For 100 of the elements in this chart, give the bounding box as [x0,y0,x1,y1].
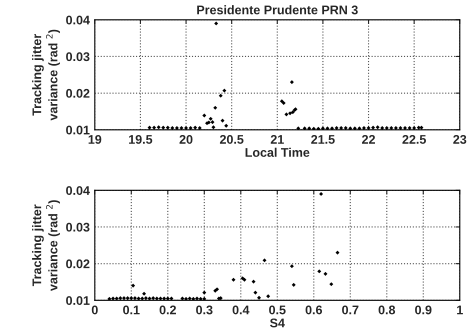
x-tick-label: 19.5 [129,134,152,144]
point [222,88,226,93]
y-tick-label: 0.02 [66,88,90,98]
point [148,126,152,130]
point [214,22,218,26]
point [220,118,225,123]
point [282,101,286,105]
point [324,272,328,276]
point [213,106,218,110]
point [126,296,130,300]
point [334,126,339,130]
y-axis-title: Tracking jitter variance (rad $^{2}$) [32,200,60,291]
point [202,114,206,118]
point [188,126,193,130]
point [242,278,246,282]
point [376,125,380,130]
point [357,126,362,130]
x-tick-label: 20.5 [220,134,244,144]
point [180,296,184,300]
point [193,126,198,130]
y-axis-title: Tracking jitter variance (rad $^{2}$) [32,30,60,120]
point [288,111,292,116]
point [389,126,394,130]
point [384,126,389,130]
point [290,110,295,114]
point [262,258,266,262]
point [202,290,206,295]
x-tick-label: 22 [362,134,375,144]
point [336,250,340,255]
point [252,280,256,284]
y-tick-label: 0.03 [66,222,90,232]
x-axis-title: Local Time [246,148,310,157]
point [174,126,179,130]
point [107,296,112,300]
point [224,124,228,128]
point [416,126,421,130]
point [136,296,141,300]
point [330,126,334,130]
point [326,126,330,130]
point [154,296,159,300]
x-tick-label: 0.7 [342,305,358,314]
y-tick-label: 0.01 [66,126,90,134]
x-tick-label: 0.8 [378,305,396,314]
x-tick-label: 0.3 [196,305,213,314]
x-tick-label: 23 [453,134,466,144]
y-tick-label: 0.02 [66,259,90,268]
point [339,126,344,130]
y-tick-label: 0.01 [66,296,90,305]
point [132,296,137,300]
point [142,292,146,296]
point [188,296,192,300]
point [290,80,294,84]
point [320,126,325,130]
point [151,296,156,300]
point [162,296,166,300]
point [131,284,136,288]
point [218,94,223,98]
point [170,126,174,130]
point [184,296,188,300]
x-tick-label: 0 [92,305,98,314]
point [319,192,324,196]
point [317,269,322,274]
point [211,125,216,130]
point [118,296,122,300]
point [412,126,416,130]
x-tick-label: 0.1 [123,305,140,314]
x-axis-title: S4 [270,318,285,328]
point [161,126,166,130]
x-tick-label: 21.5 [311,134,335,144]
point [198,126,202,130]
point [394,126,398,130]
x-tick-label: 21 [270,134,284,144]
point [210,120,214,124]
point [208,116,213,121]
point [129,296,134,300]
x-tick-label: 22.5 [402,134,426,144]
y-tick-label: 0.04 [66,186,90,195]
point [266,294,270,298]
y-tick-label: 0.03 [66,52,90,62]
x-tick-label: 0.6 [306,305,322,314]
point [284,112,288,116]
x-tick-label: 0.2 [160,305,176,314]
point [114,296,119,300]
point [292,282,296,287]
x-tick-label: 20 [180,134,192,144]
point [408,126,412,130]
x-tick-label: 1 [457,306,463,314]
point [166,126,170,130]
point [232,278,236,282]
y-tick-label: 0.04 [66,16,90,24]
point [329,282,334,286]
chart-title: Presidente Prudente PRN 3 [197,5,358,14]
point [380,126,384,130]
point [253,290,258,295]
point [344,126,348,130]
x-tick-label: 19 [88,134,102,144]
point [257,296,262,300]
x-tick-label: 0.4 [232,305,250,314]
point [140,296,144,300]
point [156,125,161,130]
